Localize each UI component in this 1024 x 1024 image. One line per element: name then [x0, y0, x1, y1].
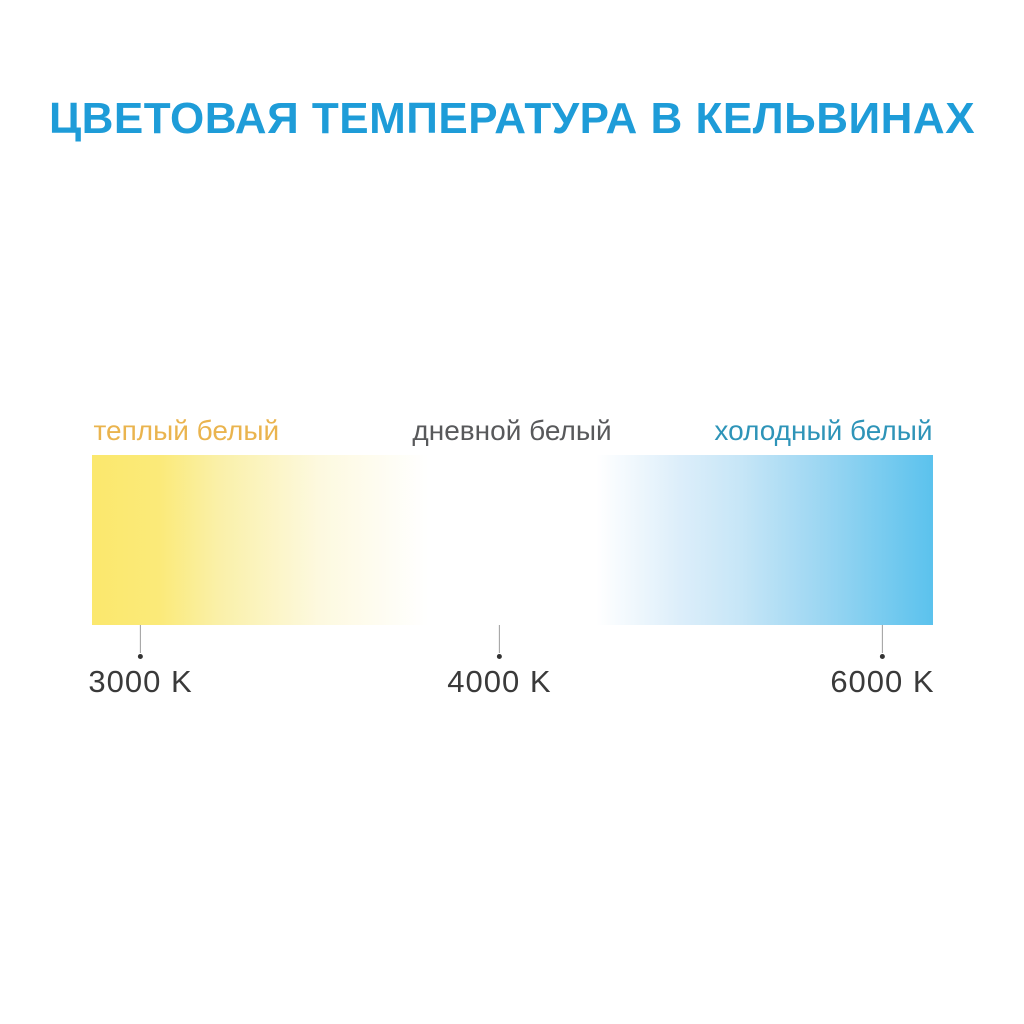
tick-dot [496, 654, 502, 659]
temperature-gradient-bar [91, 455, 933, 625]
tick-4000k: 4000 K [447, 625, 551, 700]
daylight-white-label: дневной белый [412, 415, 612, 446]
warm-white-label: теплый белый [93, 415, 280, 446]
tick-3000k: 3000 K [88, 625, 192, 700]
tick-line [498, 625, 500, 653]
tick-label-6000k: 6000 K [830, 664, 935, 699]
tick-6000k: 6000 K [830, 625, 934, 700]
tick-line [140, 625, 142, 653]
page-title: ЦВЕТОВАЯ ТЕМПЕРАТУРА В КЕЛЬВИНАХ [48, 94, 976, 143]
tick-dot [879, 654, 885, 659]
scale-labels-row: теплый белый дневной белый холодный белы… [92, 414, 933, 448]
cold-white-label: холодный белый [714, 415, 933, 446]
tick-label-3000k: 3000 K [88, 664, 193, 699]
color-temperature-scale: теплый белый дневной белый холодный белы… [88, 414, 934, 715]
color-temperature-infographic: ЦВЕТОВАЯ ТЕМПЕРАТУРА В КЕЛЬВИНАХ теплый … [0, 97, 1024, 1024]
tick-dot [138, 654, 144, 659]
tick-line [881, 625, 883, 653]
tick-label-4000k: 4000 K [447, 664, 552, 699]
scale-ticks: 3000 K 4000 K 6000 K [88, 625, 934, 715]
